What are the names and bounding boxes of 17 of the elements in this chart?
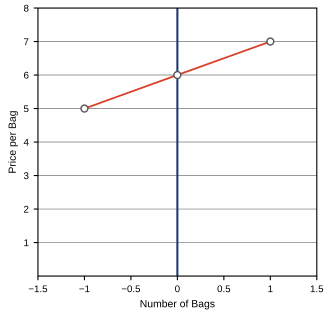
x-tick-label: 1.5 <box>310 285 324 292</box>
x-tick-label: 0.5 <box>217 285 230 292</box>
x-tick-label: −0.5 <box>122 285 140 292</box>
y-tick-label: 3 <box>24 172 28 180</box>
x-tick-label: 0 <box>175 285 180 292</box>
y-tick-label: 1 <box>24 239 28 246</box>
y-axis-title: Price per Bag <box>8 111 18 173</box>
y-tick-label: 6 <box>24 72 28 79</box>
x-tick-label: −1 <box>79 285 90 292</box>
y-tick-label: 5 <box>24 105 29 112</box>
x-tick-label: 1 <box>268 285 273 292</box>
x-tick-label: −1.5 <box>28 285 48 292</box>
x-axis-title: Number of Bags <box>140 300 215 310</box>
y-tick-label: 2 <box>24 206 28 213</box>
y-tick-label: 4 <box>24 138 29 146</box>
y-tick-label: 8 <box>24 4 28 12</box>
y-tick-label: 7 <box>24 38 28 46</box>
